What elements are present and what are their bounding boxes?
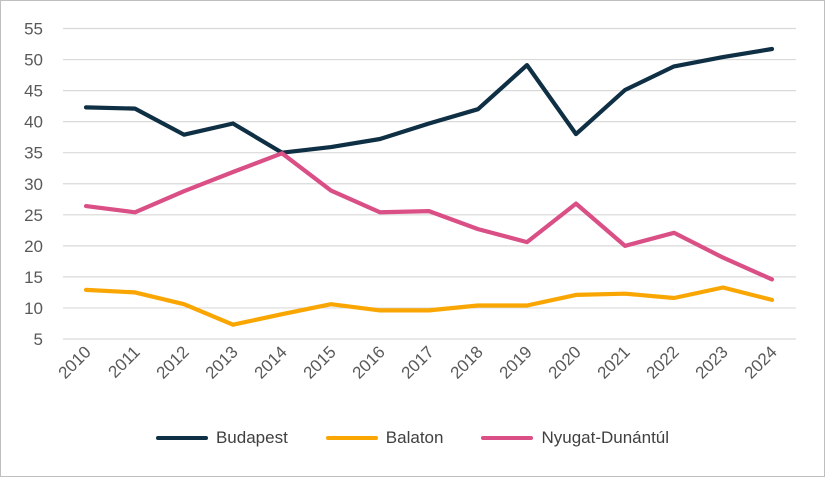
x-tick-label-2024: 2024 <box>741 342 781 382</box>
legend: Budapest Balaton Nyugat-Dunántúl <box>0 423 825 453</box>
series-line-balaton <box>83 285 775 327</box>
y-tick-label: 35 <box>24 144 43 163</box>
legend-swatch-balaton <box>325 436 378 440</box>
y-tick-label: 45 <box>24 82 43 101</box>
x-tick-label-2014: 2014 <box>251 342 291 382</box>
y-tick-label: 55 <box>24 20 43 39</box>
x-tick-label-2017: 2017 <box>398 342 438 382</box>
x-tick-label-2015: 2015 <box>300 342 340 382</box>
y-tick-label: 10 <box>24 299 43 318</box>
y-tick-label: 30 <box>24 175 43 194</box>
x-tick-label-2019: 2019 <box>496 342 536 382</box>
y-tick-label: 5 <box>34 330 43 349</box>
y-axis-ticks: 5 10 15 20 25 30 35 40 45 50 55 <box>24 20 43 350</box>
legend-swatch-budapest <box>155 436 208 440</box>
x-tick-label-2021: 2021 <box>594 342 634 382</box>
gridlines <box>63 27 796 340</box>
x-axis-ticks: 2010 2011 2012 2013 2014 2015 2016 2017 2018 2019… <box>55 342 781 382</box>
x-tick-label-2011: 2011 <box>105 342 144 381</box>
y-tick-label: 20 <box>24 237 43 256</box>
x-tick-label-2010: 2010 <box>55 342 95 382</box>
x-tick-label-2022: 2022 <box>643 342 683 382</box>
x-tick-label-2023: 2023 <box>692 342 732 382</box>
legend-item-balaton: Balaton <box>325 428 444 448</box>
x-tick-label-2018: 2018 <box>447 342 487 382</box>
series-line-budapest <box>83 46 775 155</box>
y-tick-label: 25 <box>24 206 43 225</box>
legend-label-balaton: Balaton <box>385 428 444 447</box>
x-tick-label-2016: 2016 <box>349 342 389 382</box>
x-tick-label-2012: 2012 <box>153 342 193 382</box>
x-tick-label-2013: 2013 <box>202 342 242 382</box>
series-lines <box>83 46 775 327</box>
x-tick-label-2020: 2020 <box>545 342 585 382</box>
y-tick-label: 15 <box>24 268 43 287</box>
legend-item-budapest: Budapest <box>155 428 288 448</box>
legend-swatch-nyugat-dunantul <box>481 436 534 440</box>
legend-label-nyugat-dunantul: Nyugat-Dunántúl <box>541 428 670 447</box>
y-tick-label: 50 <box>24 51 43 70</box>
y-tick-label: 40 <box>24 113 43 132</box>
legend-label-budapest: Budapest <box>215 428 288 447</box>
legend-item-nyugat-dunantul: Nyugat-Dunántúl <box>481 428 669 448</box>
series-line-nyugat-dunantul <box>83 151 775 282</box>
